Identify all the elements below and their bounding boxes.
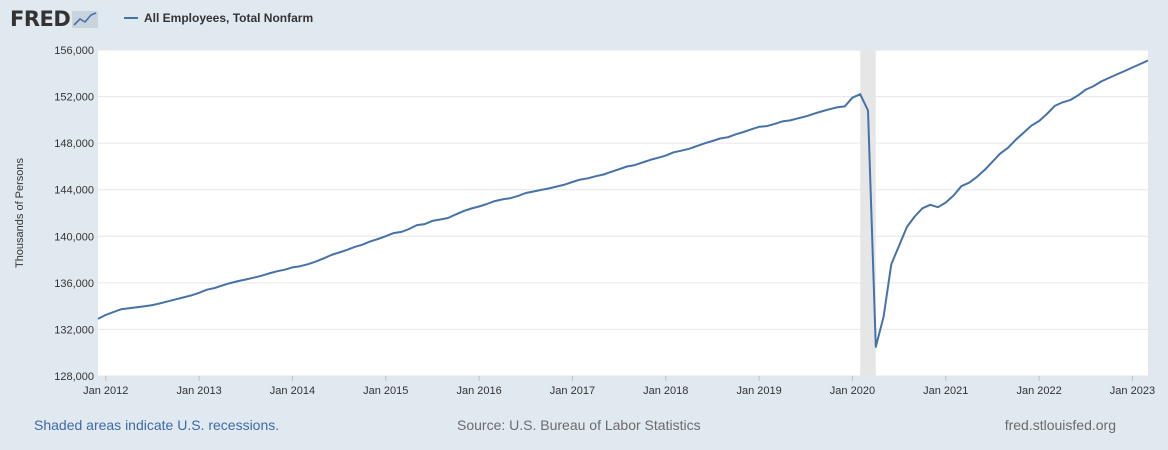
x-tick-label: Jan 2021 bbox=[923, 385, 968, 397]
x-tick-label: Jan 2014 bbox=[270, 385, 315, 397]
x-tick-label: Jan 2012 bbox=[83, 385, 128, 397]
x-axis-ticks: Jan 2012 Jan 2013 Jan 2014 Jan 2015 Jan 2016… bbox=[83, 376, 1155, 397]
y-axis-ticks: 128,000 132,000 136,000 140,000 144,000 148,0… bbox=[54, 45, 94, 383]
plot-area bbox=[98, 50, 1148, 376]
recession-note-link[interactable]: Shaded areas indicate U.S. recessions. bbox=[34, 417, 280, 433]
y-tick-label: 132,000 bbox=[54, 324, 94, 336]
header: FRED All Employees, Total Nonfarm bbox=[0, 0, 1168, 40]
x-tick-label: Jan 2022 bbox=[1016, 385, 1061, 397]
series-lines bbox=[97, 59, 1149, 348]
y-tick-label: 140,000 bbox=[54, 231, 94, 243]
source-text: Source: U.S. Bureau of Labor Statistics bbox=[457, 417, 701, 433]
x-tick-label: Jan 2017 bbox=[550, 385, 595, 397]
recession-band-0 bbox=[860, 50, 876, 376]
legend-label: All Employees, Total Nonfarm bbox=[144, 11, 314, 25]
x-tick-label: Jan 2020 bbox=[830, 385, 875, 397]
y-tick-label: 144,000 bbox=[54, 185, 94, 197]
y-tick-label: 136,000 bbox=[54, 278, 94, 290]
fred-logo[interactable]: FRED bbox=[10, 7, 99, 31]
y-axis-label: Thousands of Persons bbox=[14, 157, 26, 268]
site-link[interactable]: fred.stlouisfed.org bbox=[1004, 417, 1116, 433]
line-chart[interactable]: 128,000 132,000 136,000 140,000 144,000 148,0… bbox=[0, 40, 1168, 400]
series-line-0 bbox=[97, 59, 1149, 348]
legend-swatch bbox=[124, 17, 138, 19]
recession-shading bbox=[860, 50, 876, 376]
y-tick-label: 152,000 bbox=[54, 92, 94, 104]
legend: All Employees, Total Nonfarm bbox=[124, 11, 313, 25]
x-tick-label: Jan 2016 bbox=[456, 385, 501, 397]
x-tick-label: Jan 2019 bbox=[736, 385, 781, 397]
y-tick-label: 128,000 bbox=[54, 371, 94, 383]
x-tick-label: Jan 2018 bbox=[643, 385, 688, 397]
footer: Shaded areas indicate U.S. recessions. S… bbox=[0, 414, 1168, 438]
y-tick-label: 156,000 bbox=[54, 45, 94, 57]
x-tick-label: Jan 2015 bbox=[363, 385, 408, 397]
logo-text: FRED bbox=[10, 7, 71, 31]
x-tick-label: Jan 2023 bbox=[1110, 385, 1155, 397]
logo-graph-icon bbox=[72, 11, 99, 28]
y-tick-label: 148,000 bbox=[54, 138, 94, 150]
x-tick-label: Jan 2013 bbox=[176, 385, 221, 397]
grid-lines bbox=[98, 49, 1148, 377]
